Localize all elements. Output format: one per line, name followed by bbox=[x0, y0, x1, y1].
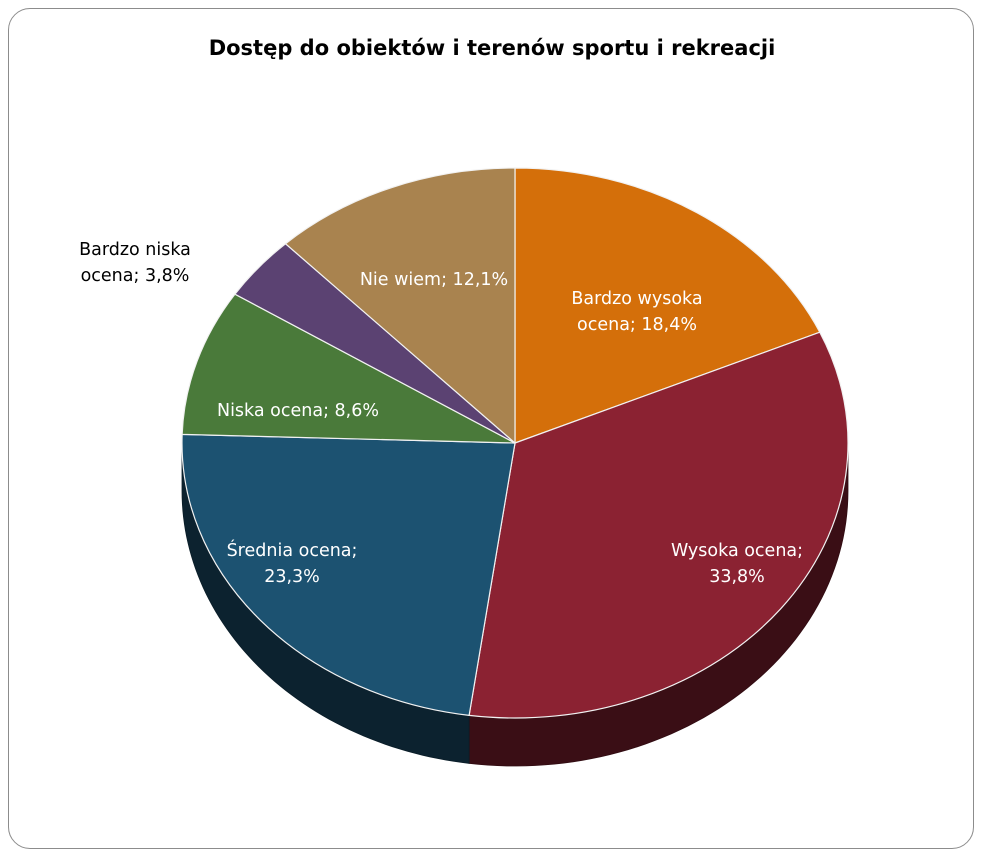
pie-slice-wysoka-ocena[interactable] bbox=[468, 331, 849, 719]
pie-slices bbox=[181, 167, 849, 719]
data-label-średnia-ocena: Średnia ocena; 23,3% bbox=[227, 539, 358, 587]
pie-slice-nie-wiem[interactable] bbox=[284, 167, 516, 445]
data-label-niska-ocena: Niska ocena; 8,6% bbox=[217, 401, 379, 421]
pie-slice-średnia-ocena[interactable] bbox=[181, 433, 516, 717]
data-label-nie-wiem: Nie wiem; 12,1% bbox=[360, 270, 508, 290]
data-label-bardzo-wysoka-ocena: Bardzo wysoka ocena; 18,4% bbox=[571, 289, 702, 335]
pie-slice-bardzo-wysoka-ocena[interactable] bbox=[514, 167, 821, 444]
pie-labels: Bardzo wysoka ocena; 18,4% Wysoka ocena; 33… bbox=[79, 240, 803, 587]
data-label-wysoka-ocena: Wysoka ocena; 33,8% bbox=[671, 541, 803, 587]
data-label-bardzo-niska-ocena: Bardzo niska ocena; 3,8% bbox=[79, 240, 191, 286]
chart-title: Dostęp do obiektów i terenów sportu i re… bbox=[208, 36, 776, 60]
pie-slice-niska-ocena[interactable] bbox=[181, 293, 516, 444]
